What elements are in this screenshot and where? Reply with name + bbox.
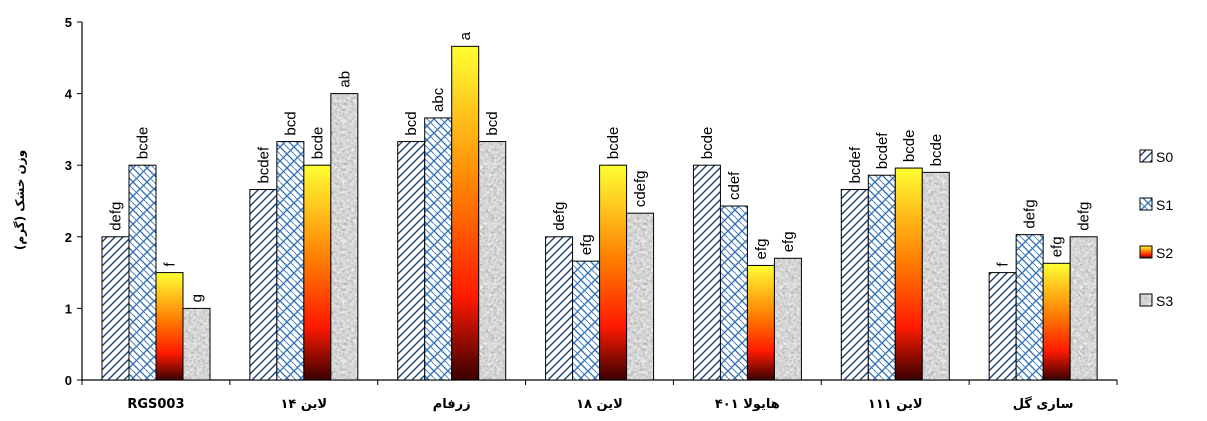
data-label: efg bbox=[578, 234, 595, 255]
data-label: bcde bbox=[135, 127, 152, 160]
legend-label-s3: S3 bbox=[1156, 293, 1173, 309]
y-tick-label: 4 bbox=[65, 87, 73, 102]
legend-swatch-s0 bbox=[1139, 149, 1153, 163]
data-label: bcd bbox=[403, 111, 420, 135]
legend-swatch-s3 bbox=[1139, 293, 1153, 307]
data-label: bcdef bbox=[847, 146, 864, 184]
plot-area: 0 1 2 3 4 5 RGS003 لاین ۱۴ زرفام لاین ۱۸ هایولا ۴۰… bbox=[65, 15, 1118, 412]
x-tick-label: لاین ۱۸ bbox=[576, 397, 623, 412]
data-label: g bbox=[189, 294, 206, 302]
bar-s2 bbox=[894, 167, 923, 381]
data-label: bcde bbox=[901, 130, 918, 163]
x-tick-label: هایولا ۴۰۱ bbox=[715, 397, 780, 412]
y-tick-label: 5 bbox=[65, 15, 72, 30]
bar-s3 bbox=[773, 257, 802, 381]
data-label: bcdef bbox=[255, 146, 272, 184]
data-label: bcde bbox=[605, 127, 622, 160]
y-axis-label: وزن خشک (گرم) bbox=[13, 150, 28, 250]
data-label: bcdef bbox=[874, 132, 891, 170]
bar-s3 bbox=[626, 212, 655, 381]
data-label: cdefg bbox=[632, 170, 649, 207]
bar-s1 bbox=[867, 174, 896, 381]
bar-s3 bbox=[182, 307, 211, 381]
y-tick-label: 1 bbox=[65, 301, 72, 316]
bar-s0 bbox=[397, 141, 426, 381]
bar-s0 bbox=[101, 236, 130, 381]
x-tick-label: زرفام bbox=[433, 397, 471, 412]
bar-s1 bbox=[424, 117, 453, 381]
data-label: bcd bbox=[484, 111, 501, 135]
bar-s2 bbox=[155, 272, 184, 381]
data-label: efg bbox=[1049, 236, 1066, 257]
y-tick-label: 0 bbox=[65, 373, 72, 388]
bar-s3 bbox=[921, 171, 950, 381]
y-tick-label: 2 bbox=[65, 230, 72, 245]
bar-s0 bbox=[692, 164, 721, 381]
legend-label-s2: S2 bbox=[1156, 245, 1173, 261]
bar-s1 bbox=[719, 205, 748, 381]
data-label: defg bbox=[108, 202, 125, 231]
bar-s2 bbox=[746, 264, 775, 381]
data-label: bcde bbox=[928, 134, 945, 167]
x-tick-label: ساری گل bbox=[1013, 396, 1074, 412]
bar-s3 bbox=[1069, 236, 1098, 381]
data-label: abc bbox=[430, 87, 447, 112]
data-label: defg bbox=[551, 202, 568, 231]
legend-swatch-s2 bbox=[1139, 245, 1153, 259]
data-label: f bbox=[995, 262, 1012, 267]
y-tick-label: 3 bbox=[65, 158, 72, 173]
bar-s2 bbox=[303, 164, 332, 381]
bar-s1 bbox=[276, 141, 305, 381]
legend-label-s0: S0 bbox=[1156, 149, 1173, 165]
bar-s1 bbox=[1015, 234, 1044, 381]
data-label: bcde bbox=[309, 127, 326, 160]
data-label: defg bbox=[1022, 199, 1039, 228]
bar-s1 bbox=[128, 164, 157, 381]
data-label: bcde bbox=[699, 127, 716, 160]
legend: S0 S1 S2 S3 bbox=[1139, 149, 1173, 309]
data-label: ab bbox=[336, 71, 353, 88]
bar-s0 bbox=[249, 189, 278, 381]
bar-s0 bbox=[545, 236, 574, 381]
bar-s0 bbox=[840, 189, 869, 381]
data-label: defg bbox=[1076, 202, 1093, 231]
data-label: cdef bbox=[726, 171, 743, 200]
bar-s3 bbox=[478, 141, 507, 381]
x-tick-label: لاین ۱۱۱ bbox=[868, 397, 923, 412]
x-tick-label: RGS003 bbox=[127, 397, 184, 412]
data-label: efg bbox=[780, 231, 797, 252]
legend-swatch-s1 bbox=[1139, 197, 1153, 211]
bar-s3 bbox=[330, 93, 359, 381]
x-tick-label: لاین ۱۴ bbox=[280, 397, 327, 412]
bar-s2 bbox=[599, 164, 628, 381]
data-label: a bbox=[457, 31, 474, 40]
data-label: f bbox=[162, 262, 179, 267]
legend-label-s1: S1 bbox=[1156, 197, 1173, 213]
bar-s0 bbox=[988, 272, 1017, 381]
data-label: bcd bbox=[282, 111, 299, 135]
bar-s2 bbox=[1042, 262, 1071, 381]
data-label: efg bbox=[753, 239, 770, 260]
bar-s1 bbox=[572, 260, 601, 381]
bar-s2 bbox=[451, 45, 480, 381]
